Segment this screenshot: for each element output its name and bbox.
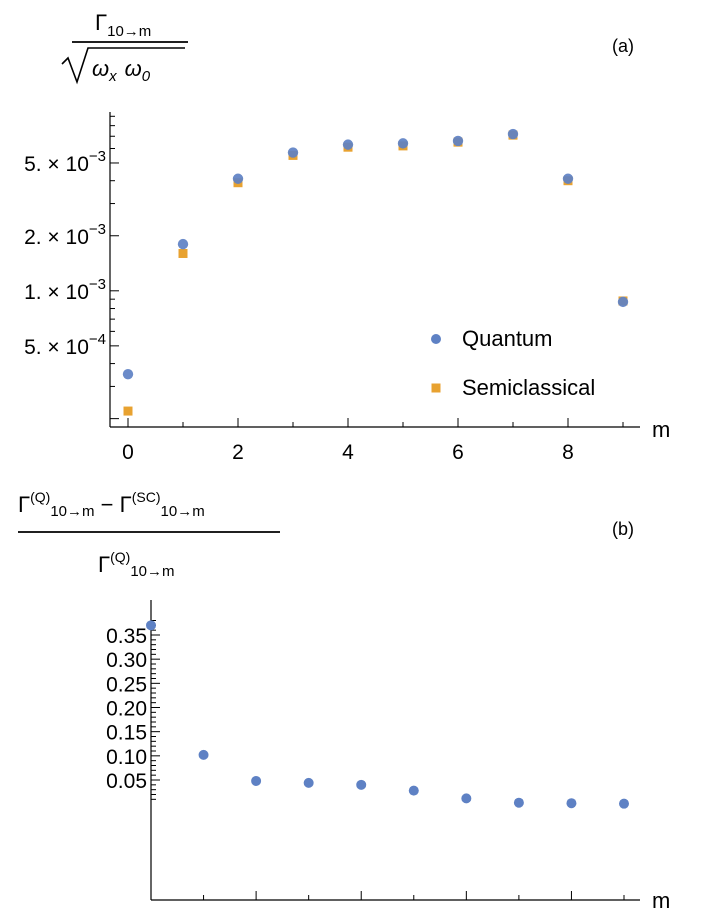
panel-a-ticks: 5. × 10−3 2. × 10−3 1. × 10−3 5. × 10−4 0 2 4 6… — [24, 115, 624, 464]
quantum-point — [397, 138, 409, 149]
relative-difference-point — [513, 797, 524, 808]
relative-difference-point — [303, 777, 314, 788]
relative-difference-point — [461, 793, 472, 804]
relative-difference-point — [619, 798, 629, 809]
panel-a-x-tick-label: 6 — [452, 441, 464, 464]
panel-a-x-tick-label: 2 — [232, 441, 244, 464]
panel-a-ylabel: Γ10→m ωx ω0 — [61, 10, 188, 85]
quantum-point — [232, 173, 244, 184]
semiclassical-point — [178, 248, 188, 258]
relative-difference-point — [408, 785, 419, 796]
quantum-point — [507, 128, 519, 140]
panel-b-y-tick-label: 0.30 — [106, 649, 147, 672]
panel-a-y-tick-label: 5. × 10−3 — [24, 148, 106, 176]
panel-b-y-tick-label: 0.15 — [106, 722, 147, 745]
panel-b-x-tick-label: 8 — [566, 912, 578, 915]
panel-a-x-tick-label: 0 — [122, 441, 134, 464]
legend-semiclassical-marker — [431, 383, 441, 393]
panel-a-xlabel: m — [652, 417, 670, 442]
panel-a-y-tick-label: 5. × 10−4 — [24, 331, 106, 359]
relative-difference-point — [356, 779, 367, 790]
panel-a-tag: (a) — [612, 36, 634, 56]
panel-a-marks — [122, 128, 629, 416]
panel-b-x-tick-label: 4 — [355, 912, 367, 915]
legend-semiclassical-label: Semiclassical — [462, 375, 595, 400]
panel-b-tag: (b) — [612, 519, 634, 539]
panel-b-xlabel: m — [652, 888, 670, 913]
quantum-point — [342, 139, 354, 150]
quantum-point — [617, 296, 629, 308]
semiclassical-point — [123, 406, 133, 416]
panel-b-y-tick-label: 0.10 — [106, 746, 147, 769]
ylabel-a-denominator: ωx ω0 — [92, 56, 151, 85]
panel-b-y-tick-label: 0.35 — [106, 625, 147, 648]
relative-difference-point — [251, 775, 262, 786]
relative-difference-point — [146, 620, 156, 631]
relative-difference-point — [566, 798, 577, 809]
panel-a: Γ10→m ωx ω0 (a) 5. × 10−3 2. × 10−3 1. × 10… — [24, 10, 670, 464]
panel-a-y-tick-label: 1. × 10−3 — [24, 276, 106, 304]
panel-b-x-tick-label: 2 — [250, 912, 262, 915]
quantum-point — [452, 135, 464, 147]
panel-b-marks — [146, 620, 629, 809]
quantum-point — [177, 238, 189, 250]
legend: Quantum Semiclassical — [431, 326, 595, 400]
ylabel-b-numerator: Γ(Q)10→m − Γ(SC)10→m — [18, 489, 205, 520]
legend-quantum-label: Quantum — [462, 326, 553, 351]
panel-b-y-tick-label: 0.05 — [106, 770, 147, 793]
panel-b-x-tick-label: 6 — [460, 912, 472, 915]
panel-b-y-tick-label: 0.20 — [106, 698, 147, 721]
relative-difference-point — [198, 749, 209, 760]
quantum-point — [122, 368, 134, 380]
panel-b-ylabel: Γ(Q)10→m − Γ(SC)10→m Γ(Q)10→m — [18, 489, 280, 580]
panel-a-x-tick-label: 8 — [562, 441, 574, 464]
ylabel-b-denominator: Γ(Q)10→m — [98, 549, 175, 580]
panel-b-ticks: 0.050.100.150.200.250.300.35 0 2 4 6 8 — [106, 620, 625, 915]
panel-b-axes — [150, 600, 640, 901]
panel-b: Γ(Q)10→m − Γ(SC)10→m Γ(Q)10→m (b) 0.050.… — [18, 489, 670, 915]
ylabel-a-sqrt-sign — [61, 47, 185, 85]
panel-b-y-tick-label: 0.25 — [106, 673, 147, 696]
quantum-point — [287, 147, 299, 158]
legend-quantum-marker — [431, 334, 441, 344]
panel-a-x-tick-label: 4 — [342, 441, 354, 464]
ylabel-a-numerator: Γ10→m — [95, 10, 151, 40]
panel-b-x-tick-label: 0 — [145, 912, 157, 915]
panel-a-y-tick-label: 2. × 10−3 — [24, 221, 106, 249]
panel-a-axes — [109, 112, 640, 428]
quantum-point — [562, 173, 574, 184]
